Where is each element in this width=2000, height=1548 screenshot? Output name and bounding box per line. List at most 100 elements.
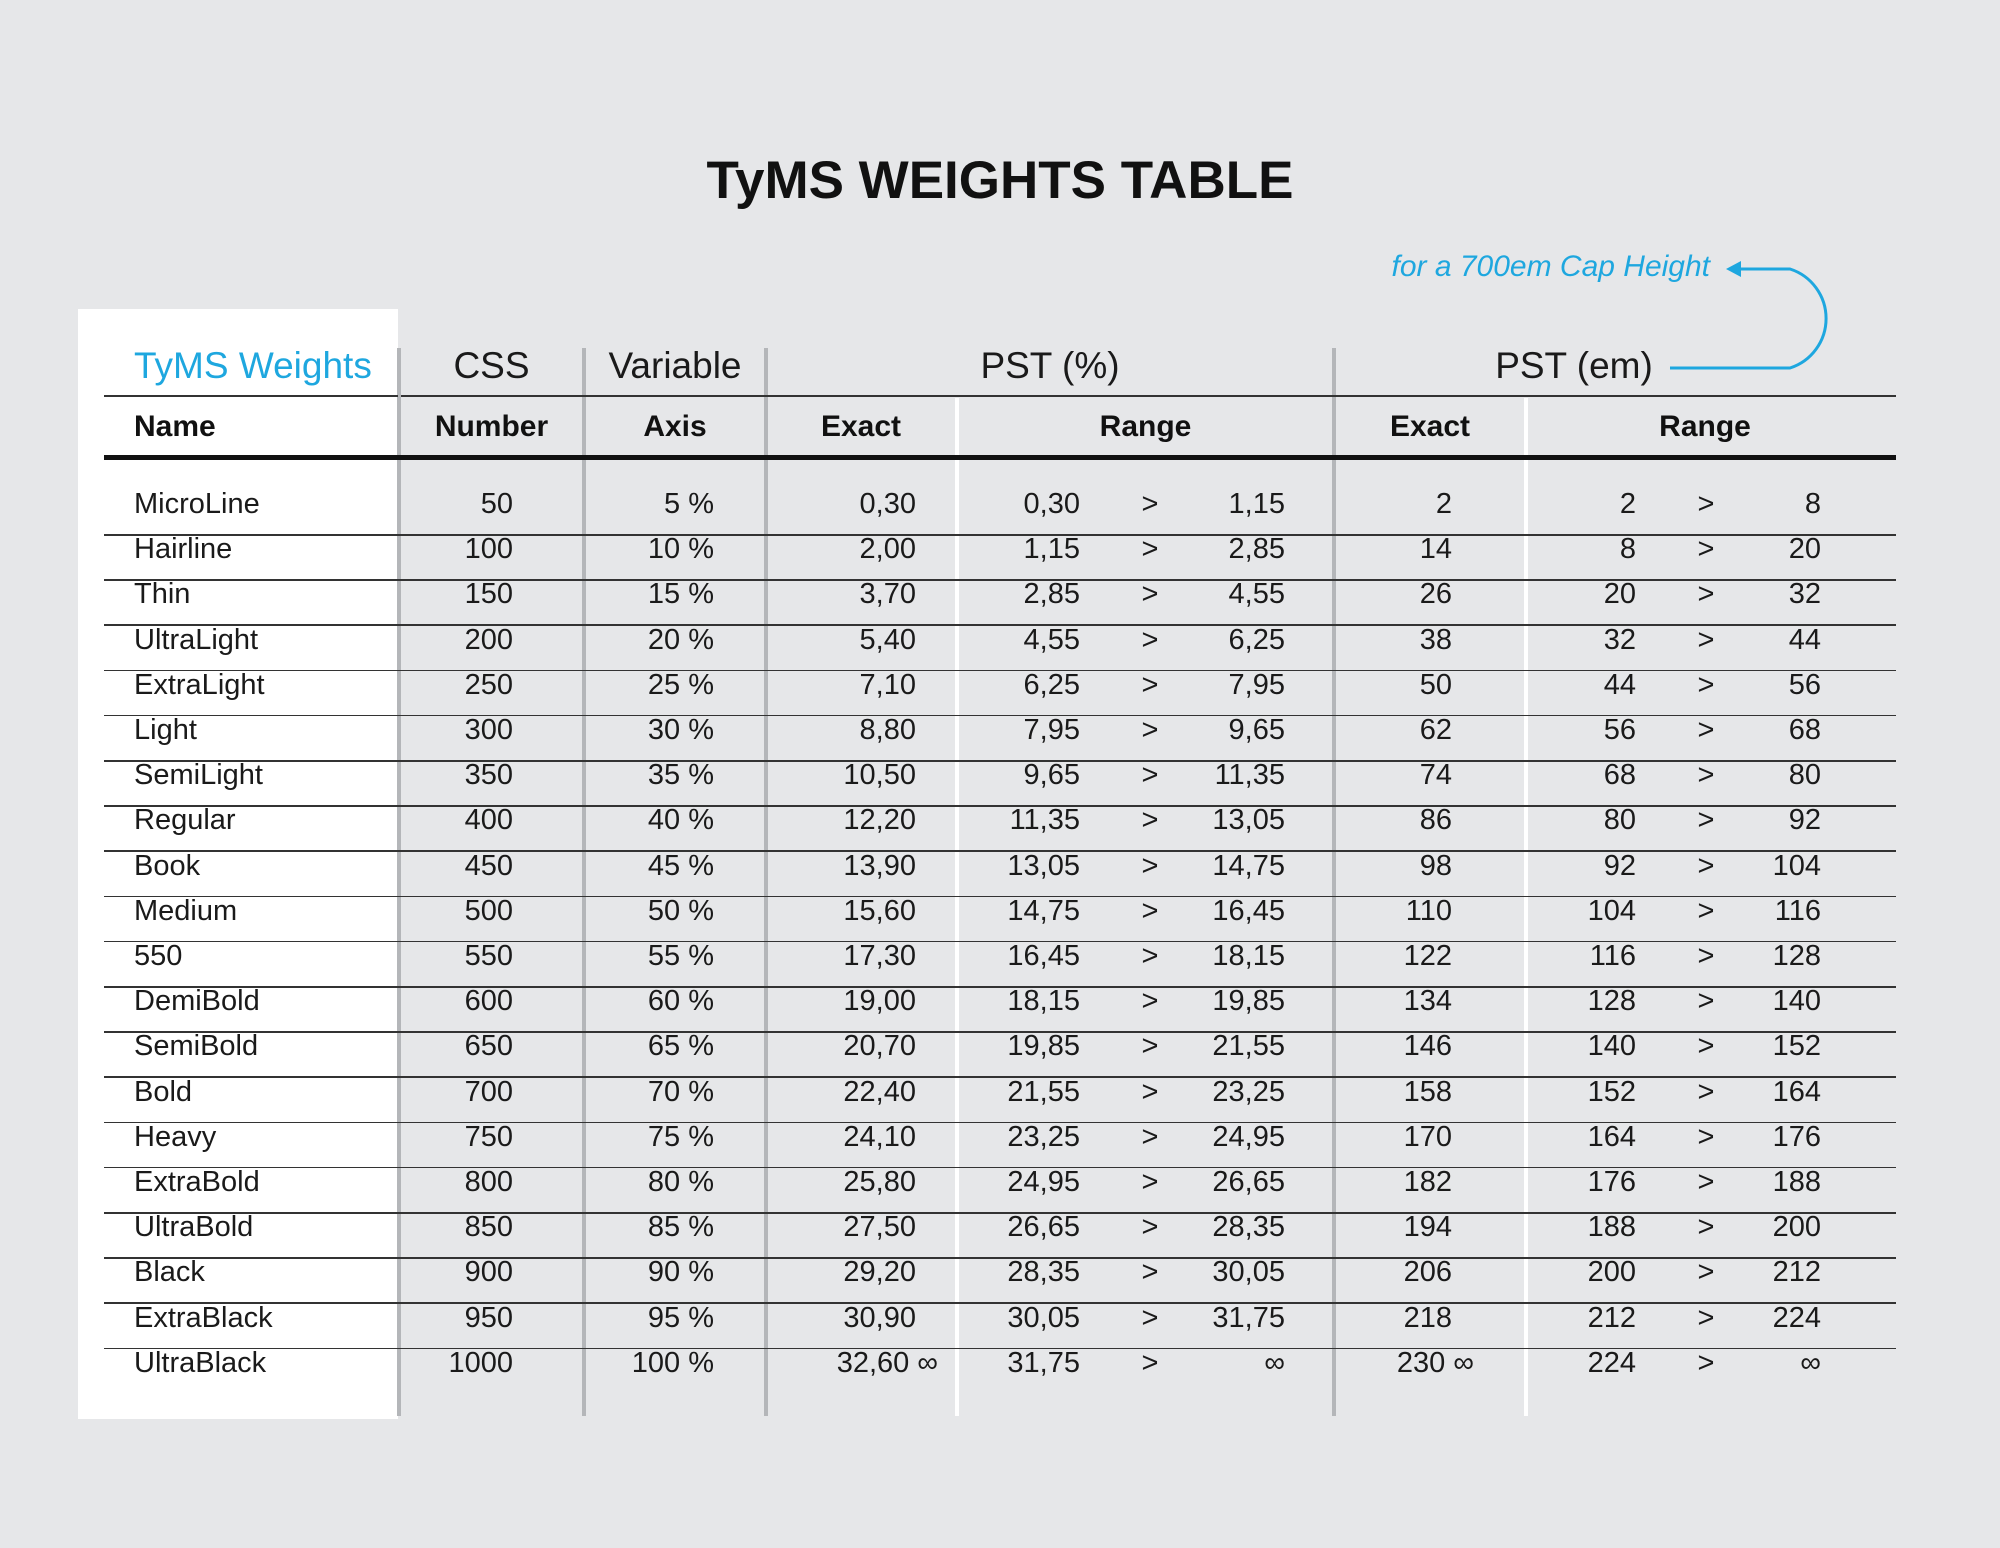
cell-css-number: 450 — [464, 849, 513, 882]
cell-pct-range-from: 30,05 — [1007, 1301, 1080, 1334]
range-separator: > — [1141, 1075, 1159, 1108]
cell-em-exact: 218 — [1403, 1301, 1452, 1334]
range-separator: > — [1697, 714, 1715, 746]
cell-pct-exact: 8,80 — [859, 714, 916, 746]
cell-em-range-from: 152 — [1587, 1075, 1636, 1108]
cell-variable-axis: 45 % — [647, 849, 714, 882]
cell-em-range-from: 80 — [1603, 804, 1636, 837]
row-divider — [104, 850, 1896, 852]
cell-variable-axis: 50 % — [647, 894, 714, 927]
row-divider — [104, 760, 1896, 762]
row-divider — [104, 1076, 1896, 1078]
cell-em-exact: 170 — [1403, 1120, 1452, 1153]
row-divider — [104, 895, 1896, 898]
header-rule — [401, 395, 1896, 397]
range-separator: > — [1141, 488, 1159, 520]
range-separator: > — [1697, 488, 1715, 520]
row-divider — [104, 669, 1896, 672]
cell-css-number: 200 — [464, 623, 513, 656]
cell-em-exact: 62 — [1419, 714, 1452, 746]
cell-em-range-to: 164 — [1772, 1075, 1821, 1108]
cell-em-range-from: 224 — [1587, 1346, 1636, 1379]
cell-em-exact: 122 — [1403, 940, 1452, 972]
cell-em-exact: 38 — [1419, 623, 1452, 656]
range-separator: > — [1697, 1120, 1715, 1153]
cell-css-number: 50 — [480, 488, 513, 520]
range-separator: > — [1141, 759, 1159, 792]
cell-em-range-from: 176 — [1587, 1166, 1636, 1198]
range-separator: > — [1141, 849, 1159, 882]
range-separator: > — [1697, 668, 1715, 701]
range-separator: > — [1697, 1075, 1715, 1108]
cell-css-number: 350 — [464, 759, 513, 792]
cell-css-number: 600 — [464, 985, 513, 1018]
range-separator: > — [1141, 1166, 1159, 1198]
cell-em-exact: 110 — [1405, 894, 1452, 927]
subheader-pct-range: Range — [1099, 410, 1192, 443]
range-separator: > — [1141, 1301, 1159, 1334]
cell-pct-range-to: ∞ — [1264, 1346, 1285, 1379]
cell-em-exact: 26 — [1419, 578, 1452, 611]
range-separator: > — [1141, 578, 1159, 611]
cell-pct-range-to: 16,45 — [1212, 894, 1285, 927]
cell-css-number: 250 — [464, 668, 513, 701]
cell-pct-range-from: 28,35 — [1007, 1256, 1080, 1289]
cell-em-range-from: 200 — [1587, 1256, 1636, 1289]
range-separator: > — [1697, 849, 1715, 882]
cell-variable-axis: 20 % — [647, 623, 714, 656]
column-divider — [397, 348, 401, 1416]
cell-name: Regular — [134, 804, 236, 837]
cell-em-exact: 182 — [1403, 1166, 1452, 1198]
subheader-em-range: Range — [1659, 410, 1751, 443]
cell-pct-range-from: 6,25 — [1023, 668, 1080, 701]
cell-pct-range-from: 14,75 — [1007, 894, 1080, 927]
cell-em-range-from: 92 — [1603, 849, 1636, 882]
cell-em-range-to: 56 — [1788, 668, 1821, 701]
cell-variable-axis: 55 % — [647, 940, 714, 972]
subheader-em-exact: Exact — [1389, 410, 1471, 443]
cell-em-range-to: 20 — [1788, 533, 1821, 566]
header-rule — [104, 395, 398, 397]
range-separator: > — [1141, 1211, 1159, 1244]
cell-name: Light — [134, 714, 197, 746]
cell-variable-axis: 95 % — [647, 1301, 714, 1334]
row-divider — [104, 1302, 1896, 1304]
cell-em-exact: 2 — [1435, 488, 1452, 520]
cell-variable-axis: 70 % — [647, 1075, 714, 1108]
range-separator: > — [1697, 578, 1715, 611]
cell-em-range-to: 140 — [1772, 985, 1821, 1018]
cell-variable-axis: 5 % — [664, 488, 714, 520]
column-divider — [955, 398, 959, 1416]
range-separator: > — [1141, 623, 1159, 656]
cell-pct-range-to: 4,55 — [1228, 578, 1285, 611]
cell-variable-axis: 10 % — [647, 533, 714, 566]
cell-em-range-from: 44 — [1603, 668, 1636, 701]
cell-variable-axis: 60 % — [647, 985, 714, 1018]
cell-em-range-to: 44 — [1788, 623, 1821, 656]
row-divider — [104, 534, 1896, 536]
range-separator: > — [1141, 1256, 1159, 1289]
cell-pct-range-from: 26,65 — [1007, 1211, 1080, 1244]
cell-em-exact: 230 ∞ — [1396, 1346, 1474, 1379]
row-divider — [104, 940, 1896, 943]
cell-variable-axis: 15 % — [647, 578, 714, 611]
cell-em-range-from: 32 — [1603, 623, 1636, 656]
range-separator: > — [1141, 804, 1159, 837]
cell-pct-exact: 7,10 — [859, 668, 916, 701]
column-divider — [1332, 348, 1336, 1416]
cell-em-range-from: 2 — [1619, 488, 1636, 520]
row-divider — [104, 579, 1896, 581]
cell-em-exact: 158 — [1403, 1075, 1452, 1108]
cell-em-range-to: ∞ — [1800, 1346, 1821, 1379]
cell-em-exact: 134 — [1403, 985, 1452, 1018]
range-separator: > — [1697, 759, 1715, 792]
cell-variable-axis: 80 % — [647, 1166, 714, 1198]
cell-pct-range-from: 18,15 — [1007, 985, 1080, 1018]
cell-name: UltraLight — [134, 623, 259, 656]
cell-name: Bold — [134, 1075, 193, 1108]
range-separator: > — [1697, 1166, 1715, 1198]
cell-pct-range-to: 30,05 — [1212, 1256, 1285, 1289]
cell-variable-axis: 85 % — [647, 1211, 714, 1244]
note-arrow-icon — [1670, 261, 1828, 370]
cell-pct-exact: 24,10 — [843, 1120, 916, 1153]
